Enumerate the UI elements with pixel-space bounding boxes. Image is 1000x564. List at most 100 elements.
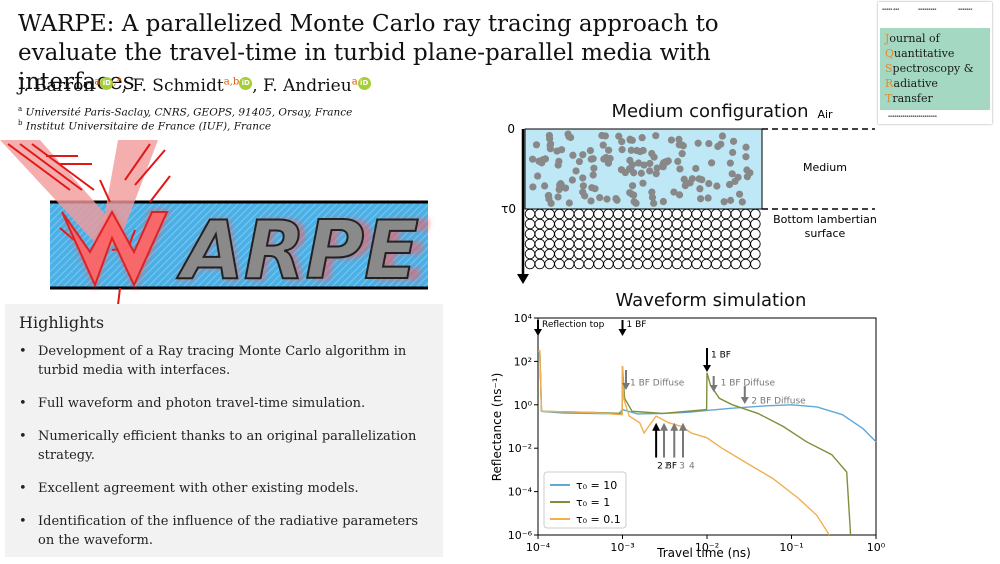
- surface-sphere: [730, 218, 742, 230]
- surface-sphere: [710, 248, 722, 260]
- lambertian-surface-spheres: [524, 208, 761, 270]
- surface-sphere: [573, 208, 585, 220]
- particle: [544, 192, 552, 200]
- surface-sphere: [583, 248, 595, 260]
- particle: [713, 182, 721, 190]
- surface-sphere: [583, 238, 595, 250]
- surface-sphere: [681, 238, 693, 250]
- author-name: J. Barron: [18, 76, 95, 96]
- particle: [729, 148, 737, 157]
- surface-sphere: [563, 208, 575, 220]
- medium-configuration-diagram: Medium configuration Air 0 τ0 Medium Bot…: [501, 101, 877, 284]
- particles: [528, 130, 754, 207]
- list-item: • Identification of the influence of the …: [19, 514, 419, 548]
- warpe-logo: ARPE ARPE: [0, 140, 431, 306]
- surface-sphere: [710, 238, 722, 250]
- annotation: 1 BF Diffuse: [721, 379, 776, 389]
- series-line: [538, 350, 830, 536]
- arrow-head-icon: [621, 383, 630, 390]
- depth-top-label: 0: [507, 122, 515, 136]
- particle: [729, 137, 738, 145]
- surface-sphere: [681, 248, 693, 260]
- particle: [742, 143, 750, 151]
- y-tick-label: 10⁻⁴: [508, 486, 533, 499]
- surface-sphere: [534, 208, 546, 220]
- y-tick-label: 10⁻⁶: [508, 529, 533, 542]
- surface-sphere: [642, 248, 653, 260]
- particle: [528, 155, 537, 163]
- surface-sphere: [691, 208, 702, 220]
- surface-sphere: [652, 258, 663, 270]
- orcid-icon[interactable]: iD: [100, 77, 114, 90]
- author-name: F. Schmidt: [132, 76, 224, 96]
- surface-sphere: [671, 248, 683, 260]
- annotation: Reflection top: [542, 320, 605, 330]
- particle: [565, 199, 573, 207]
- legend-entry: τ₀ = 1: [576, 496, 610, 509]
- surface-sphere: [524, 238, 536, 250]
- particle: [696, 185, 704, 193]
- particle: [678, 150, 686, 158]
- surface-sphere: [573, 238, 585, 250]
- surface-sphere: [603, 248, 614, 260]
- surface-sphere: [593, 248, 604, 260]
- particle: [618, 138, 626, 146]
- particle: [646, 167, 654, 175]
- surface-sphere: [740, 218, 751, 230]
- arrow-head-icon: [740, 397, 749, 404]
- surface-sphere: [622, 258, 634, 270]
- surface-sphere: [544, 238, 555, 250]
- surface-sphere: [622, 228, 634, 240]
- particle: [554, 193, 562, 201]
- surface-sphere: [642, 208, 653, 220]
- surface-sphere: [730, 228, 742, 240]
- particle: [728, 170, 736, 178]
- surface-sphere: [691, 218, 702, 230]
- particle: [532, 141, 541, 149]
- particle: [630, 169, 638, 177]
- surface-sphere: [710, 228, 722, 240]
- surface-sphere: [563, 238, 575, 250]
- surface-sphere: [573, 228, 585, 240]
- particle: [572, 167, 580, 175]
- surface-sphere: [632, 248, 644, 260]
- particle: [599, 141, 607, 149]
- particle: [589, 155, 597, 163]
- legend-entry: τ₀ = 10: [576, 479, 617, 492]
- air-label: Air: [817, 108, 833, 121]
- surface-sphere: [563, 248, 575, 260]
- particle: [558, 146, 566, 154]
- particle: [675, 191, 684, 199]
- particle: [670, 188, 678, 196]
- surface-sphere: [740, 248, 751, 260]
- y-tick-label: 10⁰: [514, 399, 533, 412]
- particle: [650, 199, 658, 207]
- particle: [648, 193, 657, 202]
- y-tick-label: 10⁴: [514, 312, 533, 325]
- orcid-icon[interactable]: iD: [239, 77, 253, 90]
- annotation: 2 BF: [657, 462, 677, 472]
- particle: [675, 135, 683, 143]
- particle: [568, 176, 576, 184]
- surface-sphere: [632, 208, 644, 220]
- journal-cover-panel: Journal of Quantitative Spectroscopy & R…: [880, 28, 990, 110]
- annotation: 1 BF Diffuse: [630, 379, 685, 389]
- orcid-icon[interactable]: iD: [357, 77, 371, 90]
- list-item: • Excellent agreement with other existing…: [19, 481, 359, 496]
- particle: [705, 139, 713, 148]
- surface-sphere: [652, 208, 663, 220]
- surface-sphere: [524, 208, 536, 220]
- particle: [725, 180, 734, 189]
- particle: [734, 173, 742, 181]
- surface-sphere: [701, 258, 712, 270]
- surface-sphere: [730, 248, 742, 260]
- journal-cover[interactable]: ▪▪▪▪▪ ▪▪▪ ▪▪▪▪▪▪▪▪▪ ▪▪▪▪▪▪▪ Journal of Q…: [878, 2, 992, 124]
- particle: [529, 183, 537, 191]
- surface-sphere: [720, 208, 732, 220]
- particle: [648, 149, 656, 158]
- particle: [707, 159, 716, 167]
- surface-sphere: [622, 218, 634, 230]
- particle: [579, 174, 587, 182]
- annotation: 2: [664, 462, 670, 472]
- surface-sphere: [622, 248, 634, 260]
